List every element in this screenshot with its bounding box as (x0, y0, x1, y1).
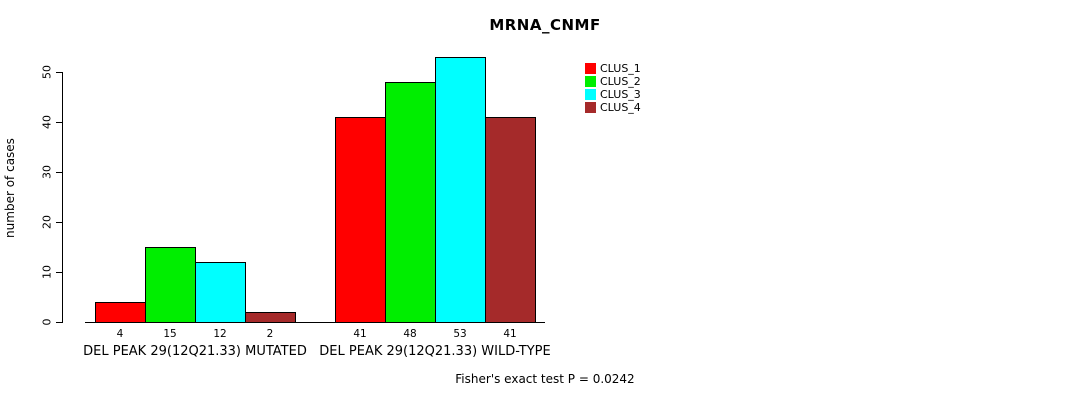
y-tick-label: 40 (40, 115, 54, 129)
bar-clus_3-group1 (195, 262, 246, 323)
x-group-label: DEL PEAK 29(12Q21.33) WILD-TYPE (319, 344, 551, 359)
legend-swatch (585, 76, 596, 87)
y-axis-line (62, 72, 63, 323)
legend-item: CLUS_2 (585, 75, 641, 88)
legend-label: CLUS_3 (600, 88, 641, 101)
bar-clus_4-group1 (245, 312, 296, 323)
bar-value-label: 4 (116, 328, 124, 340)
y-axis-tick (56, 222, 62, 223)
x-group-label: DEL PEAK 29(12Q21.33) MUTATED (83, 344, 307, 359)
bar-value-label: 41 (353, 328, 367, 340)
bar-clus_2-group2 (385, 82, 436, 323)
bar-clus_1-group1 (95, 302, 146, 323)
legend-swatch (585, 89, 596, 100)
y-axis-tick (56, 122, 62, 123)
bar-value-label: 2 (266, 328, 274, 340)
y-axis-tick (56, 322, 62, 323)
annotation-text: Fisher's exact test P = 0.0242 (455, 372, 635, 386)
y-axis-tick (56, 172, 62, 173)
bar-value-label: 41 (503, 328, 517, 340)
legend-item: CLUS_4 (585, 101, 641, 114)
bar-value-label: 15 (163, 328, 177, 340)
bar-clus_1-group2 (335, 117, 386, 323)
y-tick-label: 30 (40, 165, 54, 179)
bar-value-label: 12 (213, 328, 227, 340)
y-axis-tick (56, 72, 62, 73)
bar-clus_3-group2 (435, 57, 486, 323)
legend-item: CLUS_1 (585, 62, 641, 75)
y-axis-tick (56, 272, 62, 273)
y-tick-label: 0 (40, 318, 54, 326)
bar-value-label: 48 (403, 328, 417, 340)
chart-title: MRNA_CNMF (489, 16, 601, 34)
legend-label: CLUS_1 (600, 62, 641, 75)
legend-label: CLUS_2 (600, 75, 641, 88)
x-baseline (85, 322, 545, 323)
legend-item: CLUS_3 (585, 88, 641, 101)
legend-label: CLUS_4 (600, 101, 641, 114)
bar-value-label: 53 (453, 328, 467, 340)
y-tick-label: 10 (40, 265, 54, 279)
y-tick-label: 20 (40, 215, 54, 229)
legend-swatch (585, 102, 596, 113)
y-tick-label: 50 (40, 65, 54, 79)
bar-clus_2-group1 (145, 247, 196, 323)
bar-clus_4-group2 (485, 117, 536, 323)
legend-swatch (585, 63, 596, 74)
legend: CLUS_1 CLUS_2 CLUS_3 CLUS_4 (585, 62, 641, 114)
